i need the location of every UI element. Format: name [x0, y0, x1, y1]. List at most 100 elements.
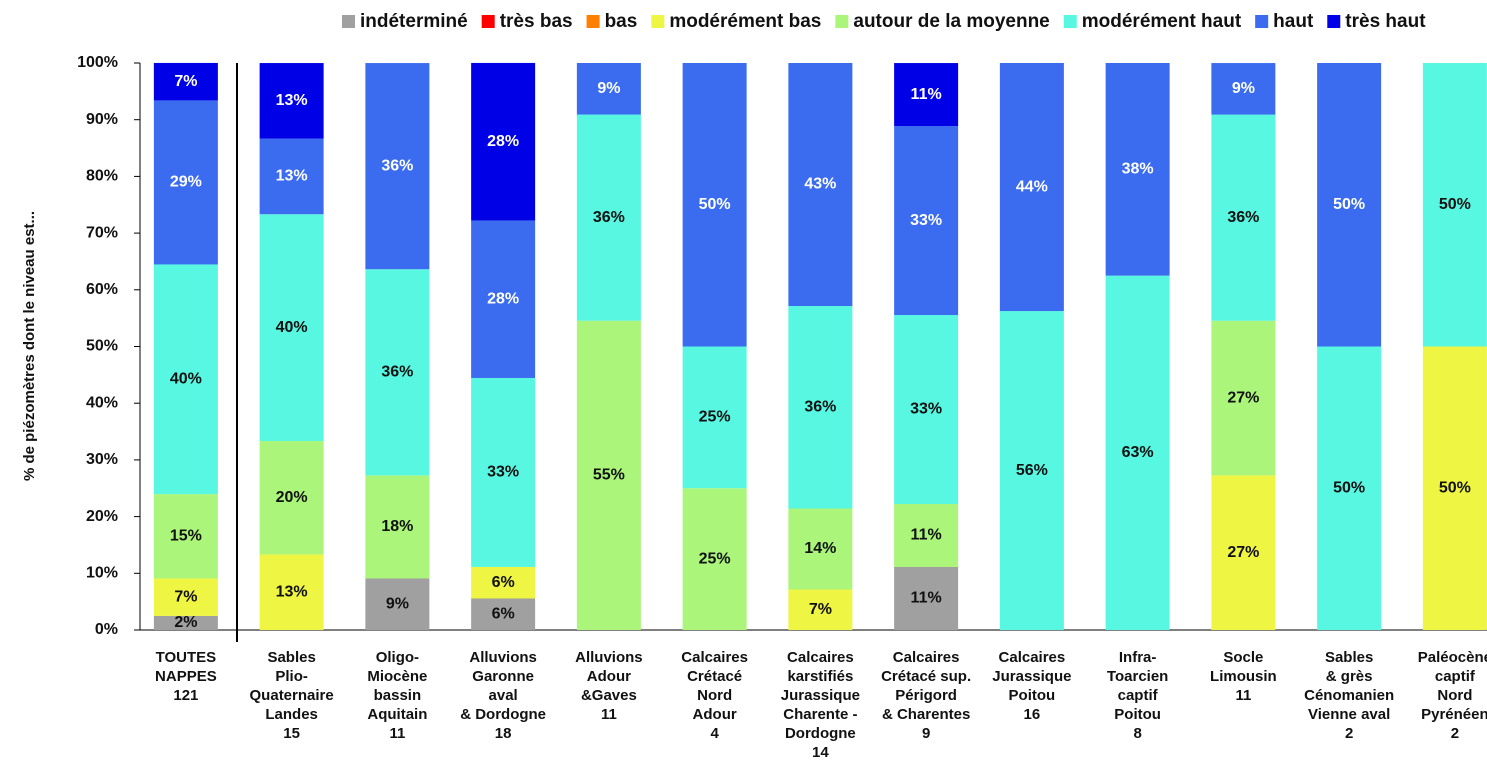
data-label: 7% — [809, 601, 832, 618]
data-label: 27% — [1227, 544, 1259, 561]
y-tick-label: 100% — [77, 54, 118, 71]
bar-segment — [365, 475, 430, 579]
data-label: 40% — [276, 319, 308, 336]
data-label: 33% — [910, 401, 942, 418]
x-tick-label: Vienne aval — [1308, 706, 1390, 723]
x-tick-label: bassin — [374, 687, 422, 704]
bar-segment — [894, 63, 959, 127]
y-tick-label: 80% — [86, 168, 118, 185]
x-tick-label: Jurassique — [992, 668, 1071, 685]
bar-segment — [999, 63, 1064, 312]
x-tick-label: Sables — [1325, 649, 1373, 666]
y-tick-label: 20% — [86, 508, 118, 525]
data-label: 40% — [170, 370, 202, 387]
x-tick-label: Limousin — [1210, 668, 1277, 685]
legend-label: très bas — [500, 11, 573, 32]
legend-label: haut — [1273, 11, 1314, 32]
bar-segment — [788, 589, 853, 630]
x-tick-label: 11 — [1235, 687, 1251, 704]
data-label: 13% — [276, 168, 308, 185]
bar-segment — [365, 63, 430, 270]
y-tick-label: 40% — [86, 394, 118, 411]
legend-label: indéterminé — [360, 11, 468, 32]
data-label: 20% — [276, 489, 308, 506]
legend-swatch — [651, 15, 665, 28]
bar-segment — [365, 578, 430, 630]
bar-segment — [788, 508, 853, 590]
x-tick-label: Calcaires — [999, 649, 1066, 666]
legend-label: modérément haut — [1082, 11, 1242, 32]
y-tick-label: 30% — [86, 451, 118, 468]
y-tick-label: 0% — [95, 621, 118, 638]
x-tick-label: & Charentes — [882, 706, 970, 723]
bar-segment — [153, 578, 218, 616]
x-tick-label: Poitou — [1114, 706, 1161, 723]
bar-segment — [894, 126, 959, 316]
x-tick-label: Oligo- — [376, 649, 419, 666]
x-tick-label: aval — [489, 687, 518, 704]
x-tick-label: Crétacé sup. — [881, 668, 971, 685]
data-label: 9% — [597, 80, 620, 97]
legend-swatch — [1327, 15, 1341, 28]
bar-segment — [1422, 63, 1487, 347]
data-label: 28% — [487, 290, 519, 307]
bar-segment — [365, 269, 430, 476]
data-label: 2% — [174, 614, 197, 631]
data-label: 25% — [699, 409, 731, 426]
x-tick-label: karstifiés — [787, 668, 853, 685]
bar-segment — [1211, 475, 1276, 630]
bar-segment — [153, 100, 218, 265]
data-label: 36% — [593, 209, 625, 226]
data-label: 36% — [381, 157, 413, 174]
data-label: 36% — [1227, 209, 1259, 226]
x-tick-label: &Gaves — [581, 687, 637, 704]
x-tick-label: 8 — [1133, 725, 1141, 742]
legend-label: modérément bas — [669, 11, 821, 32]
x-tick-label: Infra- — [1119, 649, 1157, 666]
legend-swatch — [1063, 15, 1077, 28]
bar-segment — [1211, 63, 1276, 115]
data-label: 33% — [487, 464, 519, 481]
x-tick-label: Nord — [697, 687, 732, 704]
bar-segment — [153, 62, 218, 101]
data-label: 63% — [1122, 444, 1154, 461]
bar-segment — [894, 567, 959, 630]
x-tick-label: 2 — [1345, 725, 1353, 742]
x-tick-label: & grès — [1326, 668, 1373, 685]
x-tick-label: Miocène — [367, 668, 427, 685]
bar-segment — [576, 114, 641, 321]
x-tick-label: Alluvions — [575, 649, 643, 666]
x-tick-label: 15 — [283, 725, 300, 742]
bar-segment — [153, 264, 218, 495]
bar-segment — [894, 315, 959, 505]
legend-swatch — [1255, 15, 1269, 28]
data-label: 11% — [911, 86, 942, 103]
y-tick-label: 50% — [86, 338, 118, 355]
x-tick-label: Cénomanien — [1304, 687, 1394, 704]
x-tick-label: Toarcien — [1107, 668, 1168, 685]
data-label: 15% — [170, 527, 202, 544]
data-label: 50% — [1333, 196, 1365, 213]
bar-segment — [788, 306, 853, 509]
data-label: 14% — [804, 540, 836, 557]
x-tick-label: Quaternaire — [250, 687, 334, 704]
data-label: 6% — [492, 605, 515, 622]
x-tick-label: Nord — [1437, 687, 1472, 704]
x-tick-label: captif — [1435, 668, 1476, 685]
x-tick-label: Crétacé — [687, 668, 742, 685]
bar-segment — [894, 504, 959, 568]
bar-segment — [1317, 63, 1382, 347]
bar-segment — [1105, 275, 1170, 630]
data-label: 6% — [492, 574, 515, 591]
bar-segment — [576, 63, 641, 115]
x-tick-label: 4 — [710, 725, 719, 742]
bar-segment — [259, 441, 324, 555]
x-tick-label: Calcaires — [787, 649, 854, 666]
x-tick-label: Calcaires — [681, 649, 748, 666]
x-tick-label: Plio- — [275, 668, 308, 685]
bar-segment — [259, 214, 324, 442]
legend-swatch — [586, 15, 600, 28]
legend-swatch — [481, 15, 495, 28]
data-label: 50% — [699, 196, 731, 213]
bar-segment — [682, 488, 747, 630]
